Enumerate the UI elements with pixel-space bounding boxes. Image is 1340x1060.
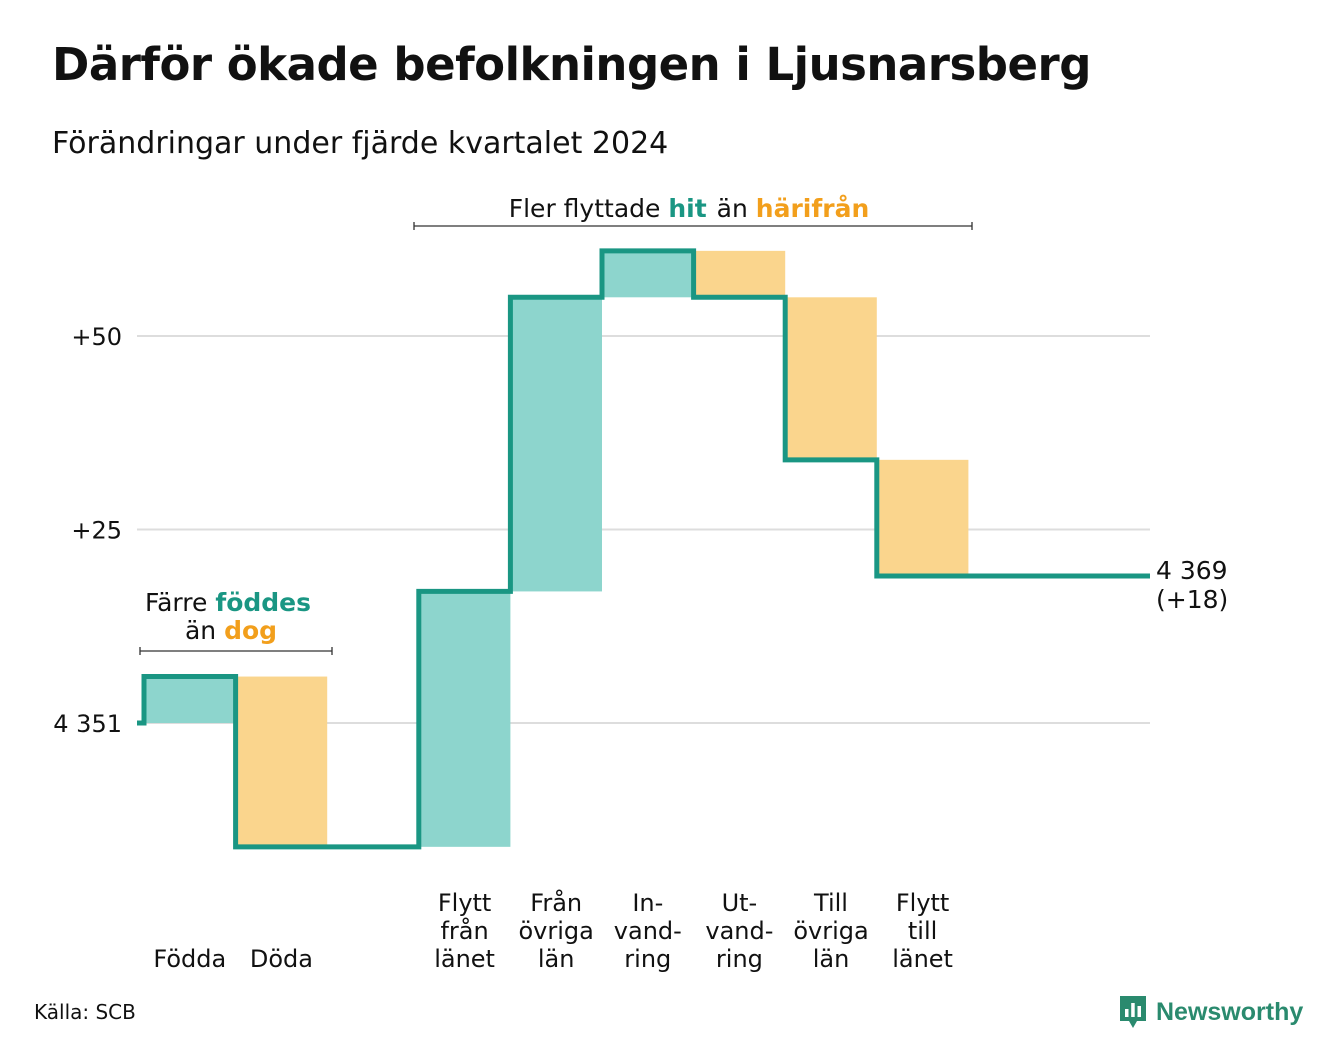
bar-0 [144,676,236,723]
bar-4 [510,297,602,592]
category-label-7-2: län [813,945,850,973]
category-label-3-1: från [440,916,488,945]
category-label-6-2: ring [716,945,763,973]
source-note: Källa: SCB [34,1000,136,1024]
brand-name: Newsworthy [1156,997,1304,1026]
brand-logo: Newsworthy [1118,994,1303,1030]
natural-annotation-line1: Färre föddes [145,588,311,617]
category-label-0-0: Födda [153,945,226,973]
category-label-6-0: Ut- [722,889,758,917]
category-label-8-1: till [908,917,937,945]
natural-change-annotation: Färre föddes än dog [139,588,333,655]
category-label-5-0: In- [632,889,663,917]
migration-annotation: Fler flyttade hit än härifrån [413,194,973,230]
bar-7 [785,297,877,460]
category-label-1-0: Döda [250,945,313,973]
bar-6 [693,250,786,298]
bar-5 [602,250,694,298]
natural-annotation-line2: än dog [185,616,277,645]
bar-1 [235,676,328,847]
category-label-5-1: vand- [614,917,682,945]
category-label-7-1: övriga [793,917,868,945]
y-tick-label-0: 4 351 [53,710,122,738]
migration-annotation-prefix: Fler flyttade [509,194,669,223]
natural-annotation-bracket [139,647,333,655]
category-label-8-0: Flytt [896,889,950,917]
category-label-7-0: Till [813,889,848,917]
migration-annotation-text: Fler flyttade hit än härifrån [509,194,870,223]
newsworthy-chart-bubble-icon [1120,996,1146,1028]
category-label-3-2: länet [434,945,495,973]
category-label-3-0: Flytt [438,889,492,917]
chart-subtitle: Förändringar under fjärde kvartalet 2024 [52,126,669,161]
category-label-6-1: vand- [705,917,773,945]
chart-title: Därför ökade befolkningen i Ljusnarsberg [52,38,1091,91]
end-value-label: 4 369 [1156,556,1228,585]
y-tick-label-1: +25 [71,517,122,545]
category-label-4-0: Från [530,888,582,917]
category-label-5-2: ring [624,945,671,973]
running-total-step-line [137,248,1150,850]
step-line [137,248,1150,850]
bar-3 [418,591,511,847]
natural-annotation-fodda: föddes [215,588,311,617]
migration-annotation-harifran: härifrån [756,194,869,223]
y-tick-label-2: +50 [71,323,122,351]
migration-annotation-hit: hit [668,194,706,223]
change-bars [144,250,969,847]
natural-annotation-prefix: Färre [145,588,215,617]
category-label-8-2: länet [892,945,953,973]
migration-annotation-bracket [413,222,973,230]
migration-annotation-an: än [717,194,756,223]
natural-annotation-dog: dog [224,616,277,645]
gridlines [137,335,1150,724]
natural-annotation-an: än [185,616,224,645]
category-label-4-2: län [538,945,575,973]
bar-8 [876,459,969,576]
category-label-4-1: övriga [519,917,594,945]
end-change-label: (+18) [1156,585,1228,614]
